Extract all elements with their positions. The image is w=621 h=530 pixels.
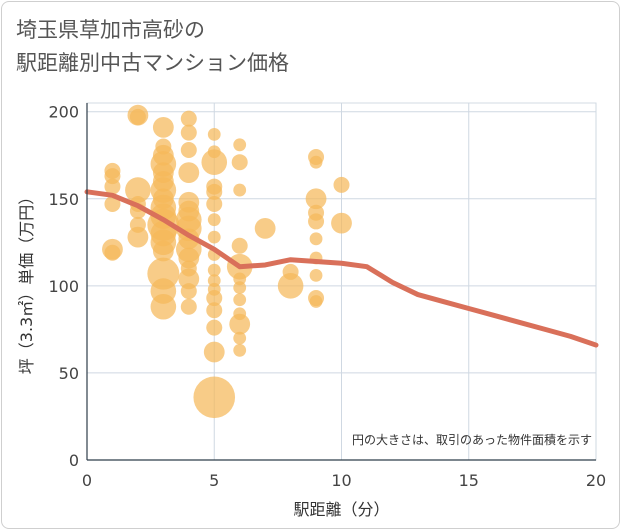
data-bubble [125,177,151,203]
y-tick-label: 100 [48,277,79,296]
y-tick-label: 50 [59,364,79,383]
data-bubble [233,138,247,152]
data-bubble [305,188,327,210]
y-axis-label: 坪（3.3㎡）単価（万円） [17,189,36,374]
axes [86,103,596,461]
data-bubble [193,376,236,419]
data-bubble [206,302,223,319]
y-tick-label: 0 [69,451,79,470]
data-bubble [331,212,352,234]
data-bubble [254,217,276,239]
data-bubble [152,116,174,138]
data-bubble [233,281,247,294]
bubble-series [102,104,352,419]
data-bubble [178,268,200,290]
data-bubble [231,237,248,254]
data-bubble [104,196,121,213]
data-bubble [180,298,197,315]
data-bubble [206,319,223,336]
data-bubble [277,273,304,299]
trend-line [84,189,599,348]
data-bubble [207,213,221,227]
data-bubble [233,343,247,357]
x-tick-label: 5 [209,471,219,490]
x-axis-label: 駅距離（分） [293,500,389,519]
y-tick-label: 150 [48,190,79,209]
data-bubble [104,178,121,195]
trend-series [84,189,599,348]
data-bubble [309,269,323,282]
data-bubble [231,154,248,171]
data-bubble [150,293,177,320]
data-bubble [201,149,228,176]
data-bubble [206,290,223,307]
data-bubble [333,176,350,193]
x-tick-label: 10 [331,471,351,490]
chart-title: 埼玉県草加市高砂の 駅距離別中古マンション価格 [16,18,289,75]
data-bubble [309,232,323,246]
data-bubble [206,196,223,213]
y-tick-label: 200 [48,103,79,122]
data-bubble [207,127,221,141]
data-bubble [180,283,197,300]
data-bubble [309,295,323,308]
data-bubble [203,341,225,363]
data-bubble [309,155,323,169]
data-bubble [308,213,325,230]
size-note: 円の大きさは、取引のあった物件面積を示す [352,432,592,447]
data-bubble [233,293,247,307]
data-bubble [233,183,247,197]
data-bubble [180,110,197,127]
data-bubble [180,124,197,141]
data-bubble [129,108,146,125]
x-tick-label: 0 [82,471,92,490]
data-bubble [127,226,149,248]
data-bubble [233,331,247,345]
data-bubble [207,230,221,244]
data-bubble [207,263,221,277]
data-bubble [178,162,200,184]
data-bubble [180,142,197,159]
data-bubble [206,183,223,200]
x-tick-label: 15 [459,471,479,490]
data-bubble [104,244,121,261]
data-bubble [229,313,251,335]
x-tick-label: 20 [586,471,606,490]
data-bubble [152,240,174,262]
